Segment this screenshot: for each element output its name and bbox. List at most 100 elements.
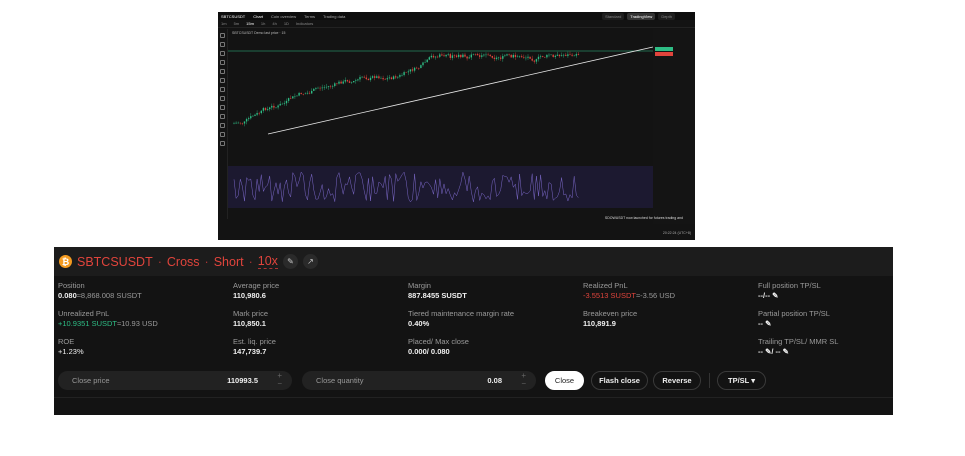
unrealized-pnl-sub: ≈10.93 USD [117,319,158,328]
timeframe-5m[interactable]: 5m [233,21,240,26]
view-standard[interactable]: Standard [602,13,625,20]
candle [409,69,412,72]
liq-price-label: Est. liq. price [233,337,276,346]
candle [361,76,363,78]
candle [506,54,508,56]
close-button[interactable]: Close [545,371,584,390]
close-price-value: 110993.5 [227,376,258,385]
candle [474,54,477,55]
decrement-icon[interactable]: − [521,379,526,388]
placed-max-value: 0.000/ 0.080 [408,347,450,356]
candle [554,55,556,57]
candle [464,54,466,57]
candle [462,54,464,58]
magnet-icon[interactable] [220,114,225,119]
eye-icon[interactable] [220,132,225,137]
roe-value: +1.23% [58,347,84,356]
increment-icon[interactable]: + [277,371,282,380]
candle [479,55,481,57]
tab-trading-data[interactable]: Trading data [323,13,346,19]
candle [378,76,380,79]
trendline-icon[interactable] [220,42,225,47]
candle [491,55,493,58]
candle [493,57,496,59]
candle [254,114,256,116]
timeframe-1d[interactable]: 1D [283,21,289,26]
timeframe-4h[interactable]: 4h [272,21,277,26]
flash-close-button[interactable]: Flash close [591,371,648,390]
candle [573,55,575,57]
brush-icon[interactable] [220,69,225,74]
timeframe-15m[interactable]: 15m [246,21,254,26]
edit-icon[interactable]: ✎ [765,319,772,328]
text-icon[interactable] [220,78,225,83]
lock-icon[interactable] [220,123,225,128]
timeframe-1h[interactable]: 1h [260,21,266,26]
candle [252,115,254,117]
candle [424,62,426,63]
margin-label: Margin [408,281,431,290]
timeframe-1m[interactable]: 1m [221,21,227,26]
candle [399,75,401,77]
candle [283,103,286,104]
candle [403,72,405,76]
trash-icon[interactable] [220,141,225,146]
ruler-icon[interactable] [220,96,225,101]
candle [527,56,529,58]
close-price-input[interactable]: Close price 110993.5 + − [58,371,292,390]
candle [434,56,437,58]
emoji-icon[interactable] [220,87,225,92]
candle [472,54,475,55]
pattern-icon[interactable] [220,60,225,65]
reverse-button[interactable]: Reverse [653,371,701,390]
tab-coin-overview[interactable]: Coin overview [271,13,297,19]
candle [550,54,552,56]
candle [395,76,397,78]
position-symbol: SBTCSUSDT [77,254,153,269]
candle [294,96,296,97]
candle [565,54,567,56]
candle [327,86,330,87]
candle [525,57,527,59]
crosshair-icon[interactable] [220,33,225,38]
edit-icon[interactable]: ✎ [772,291,779,300]
view-tradingview[interactable]: TradingView [627,13,656,20]
candle [481,55,483,57]
indicators-button[interactable]: Indicators [295,21,314,26]
position-value: 0.080 [58,291,77,300]
news-ticker[interactable]: SDOWUSDT now launched for futures tradin… [604,216,683,220]
breakeven-label: Breakeven price [583,309,638,318]
candle [321,87,323,89]
candle [243,121,246,124]
leverage[interactable]: 10x [257,254,278,269]
view-depth[interactable]: Depth [658,13,675,20]
candle [401,75,403,76]
increment-icon[interactable]: + [521,371,526,380]
candle [311,90,313,94]
candle [487,54,489,56]
candle [273,105,275,108]
fib-icon[interactable] [220,51,225,56]
candle [365,77,367,80]
close-quantity-input[interactable]: Close quantity 0.08 + − [302,371,536,390]
tab-terms[interactable]: Terms [304,13,316,19]
tab-chart[interactable]: Chart [253,13,264,19]
zoom-icon[interactable] [220,105,225,110]
edit-icon[interactable]: ✎ [282,254,298,269]
candle [508,54,510,55]
edit-icon[interactable]: ✎ [782,347,789,356]
decrement-icon[interactable]: − [277,379,282,388]
candle [537,56,540,60]
candle [258,112,260,114]
candle [411,69,414,71]
candle [531,58,533,61]
full-tpsl-label: Full position TP/SL [758,281,821,290]
candle [319,87,321,89]
candle [518,56,521,57]
symbol-selector[interactable]: SBTCSUSDT [221,13,246,19]
share-icon[interactable]: ↗ [302,254,318,269]
tpsl-dropdown[interactable]: TP/SL ▾ [717,371,766,390]
candle [476,54,479,56]
candle [287,98,290,101]
price-chart[interactable]: SBTCSUSDT Chart Coin overview Terms Trad… [218,12,695,240]
